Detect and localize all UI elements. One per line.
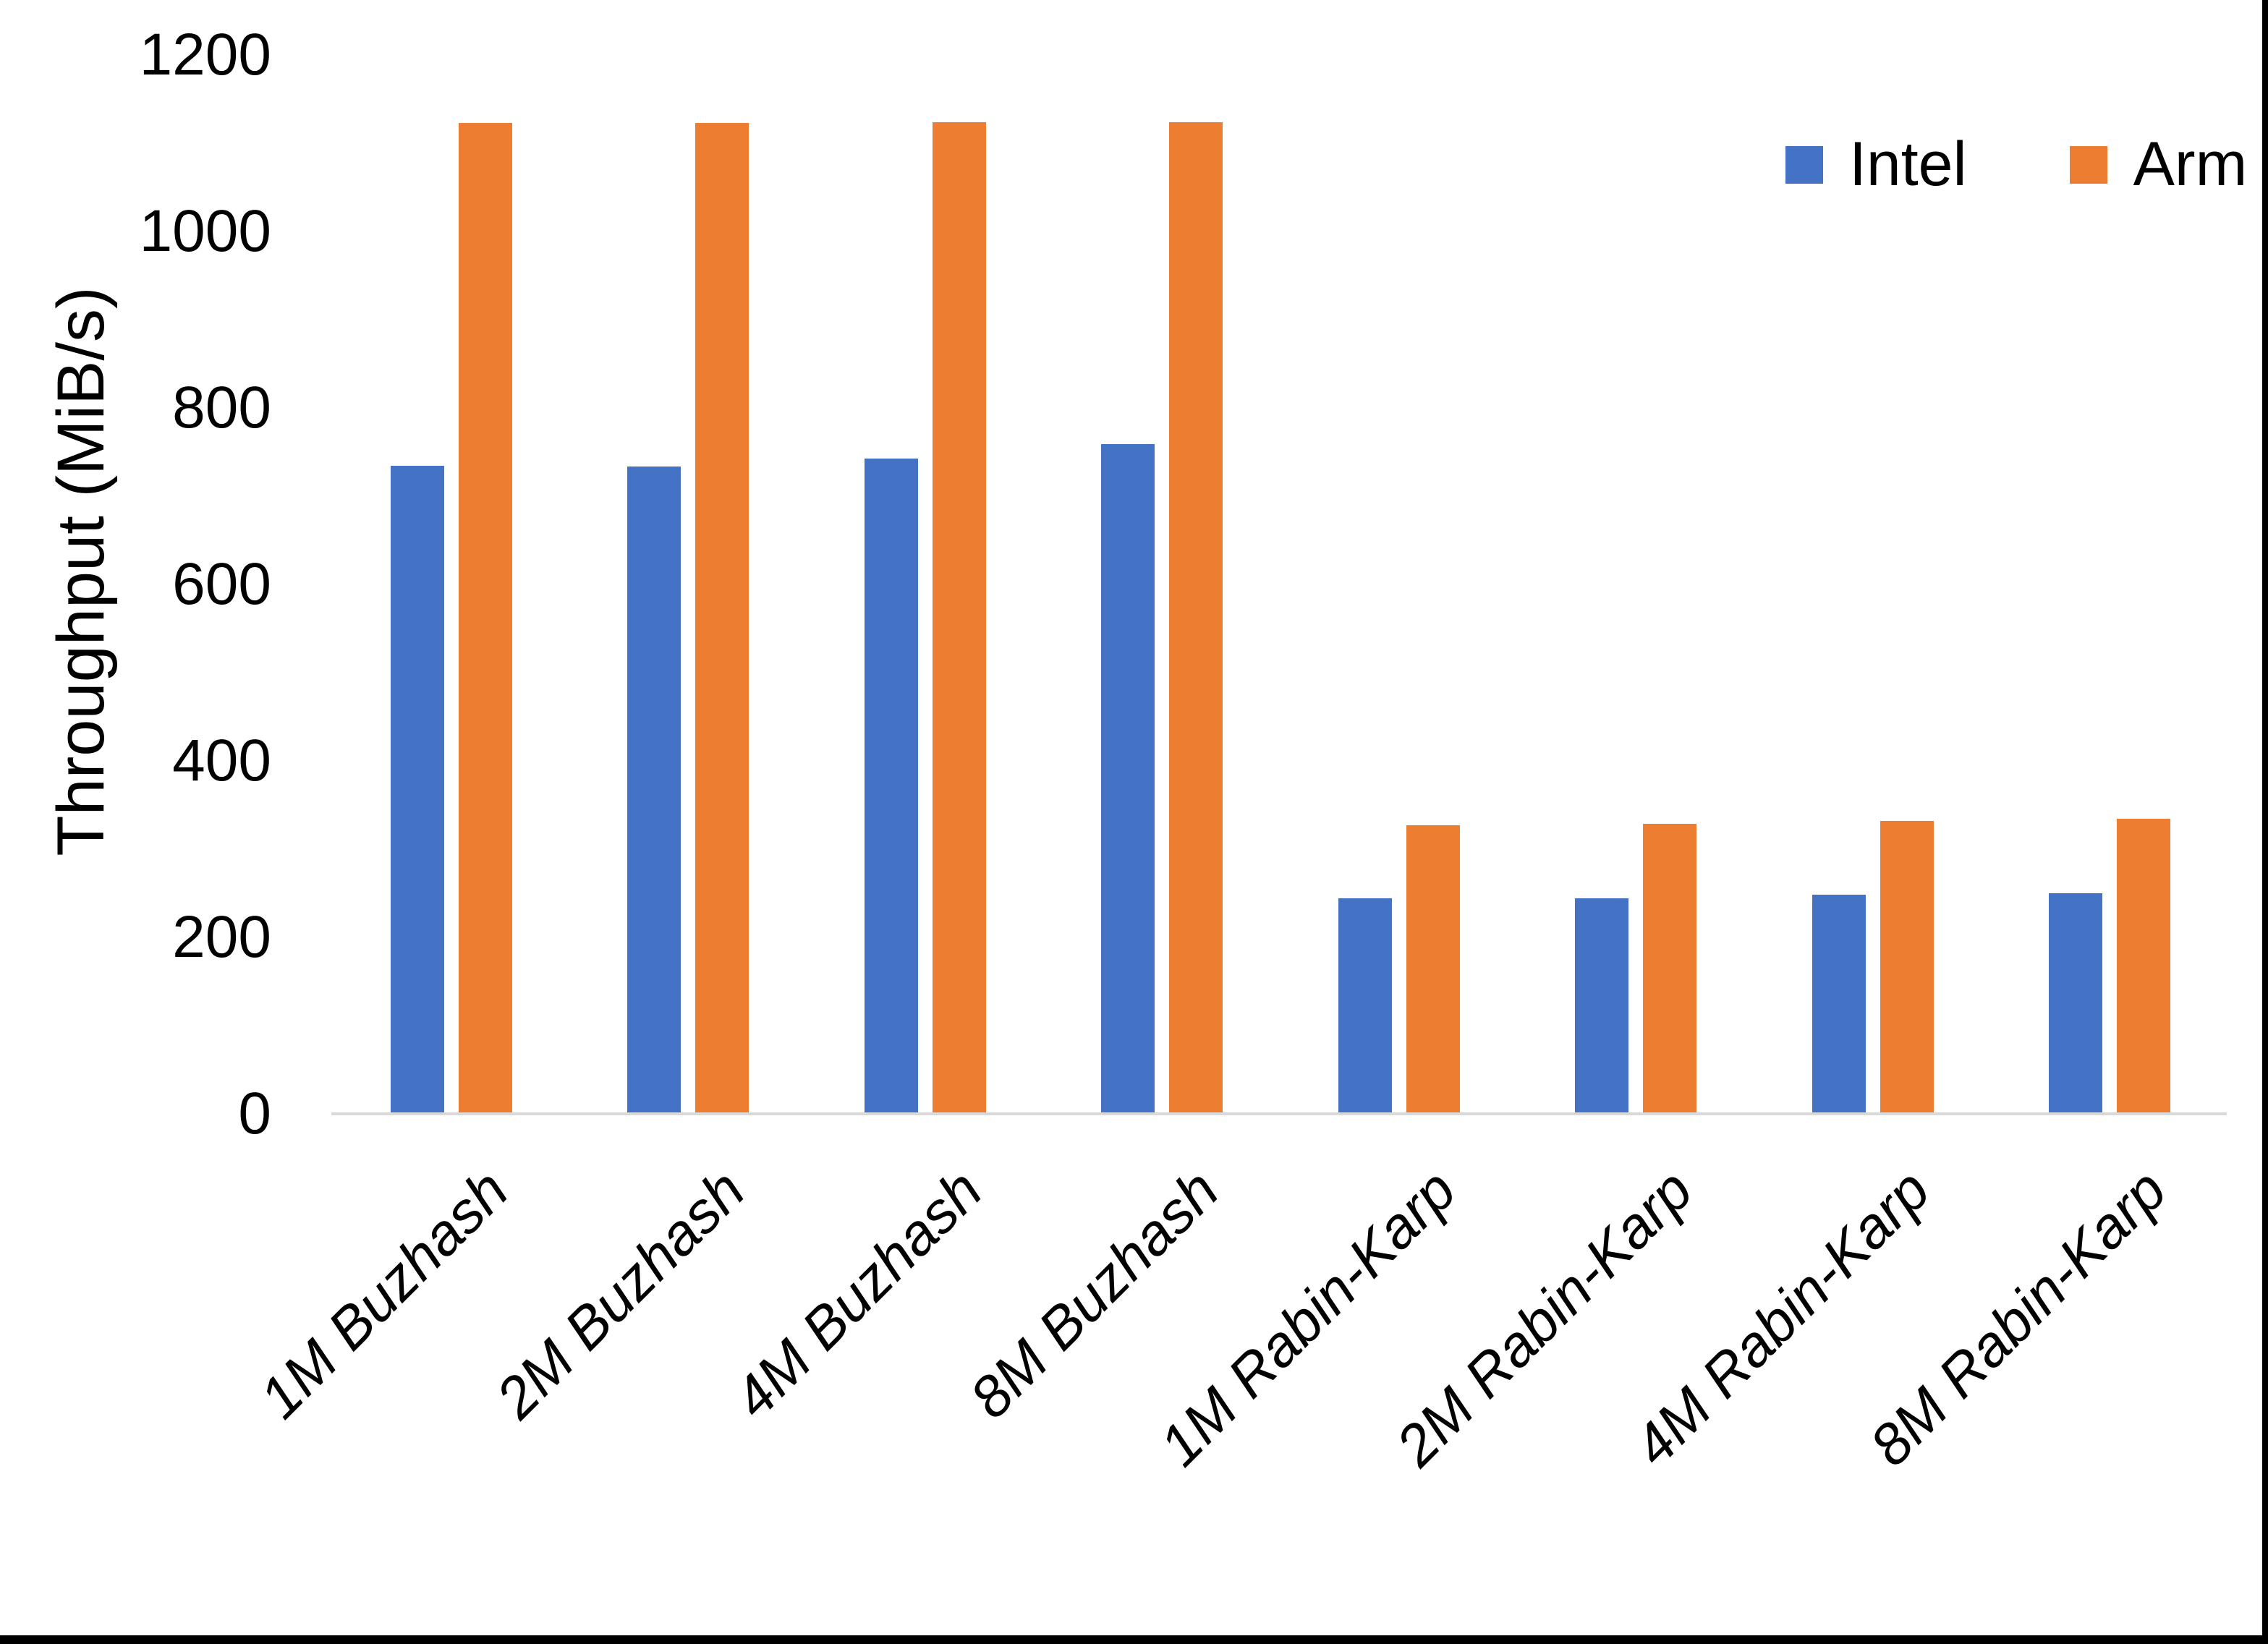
bar-arm-1 [459,123,512,1112]
bar-intel-3 [865,459,918,1112]
y-tick-label: 1000 [139,198,271,264]
x-axis-label: 4M Rabin-Karp [1621,1157,1942,1478]
bar-arm-7 [1880,821,1934,1112]
bar-intel-8 [2049,893,2102,1112]
legend: Intel Arm [1785,129,2247,200]
x-axis-label: 2M Buzhash [483,1157,757,1431]
bar-arm-3 [933,122,986,1112]
bar-intel-4 [1101,444,1155,1112]
bar-arm-4 [1169,122,1223,1112]
bar-arm-2 [695,123,749,1112]
bar-intel-7 [1812,895,1866,1112]
x-axis-label: 1M Rabin-Karp [1147,1157,1469,1478]
bar-intel-6 [1575,898,1628,1112]
y-tick-label: 1200 [139,22,271,88]
y-tick-label: 600 [172,551,271,617]
bar-intel-1 [391,466,444,1112]
slide-border-right [2262,0,2268,1644]
y-tick-label: 0 [238,1081,271,1146]
x-axis-label: 2M Rabin-Karp [1383,1157,1705,1478]
bar-arm-6 [1643,824,1696,1112]
bar-arm-5 [1406,825,1460,1112]
slide-border-bottom [0,1635,2268,1644]
legend-label-intel: Intel [1849,129,1967,199]
x-axis-label: 8M Rabin-Karp [1857,1157,2179,1478]
x-axis-line [331,1112,2227,1115]
y-tick-label: 200 [172,904,271,970]
bar-arm-8 [2117,819,2170,1112]
y-tick-label: 400 [172,728,271,793]
x-axis-label: 8M Buzhash [957,1157,1231,1431]
bar-intel-5 [1338,898,1392,1112]
x-axis-label: 4M Buzhash [721,1157,995,1431]
y-tick-label: 800 [172,375,271,440]
legend-swatch-intel [1785,145,1823,184]
x-axis-label: 1M Buzhash [247,1157,521,1431]
bar-intel-2 [627,467,681,1112]
legend-label-arm: Arm [2133,129,2248,199]
legend-swatch-arm [2069,145,2107,184]
